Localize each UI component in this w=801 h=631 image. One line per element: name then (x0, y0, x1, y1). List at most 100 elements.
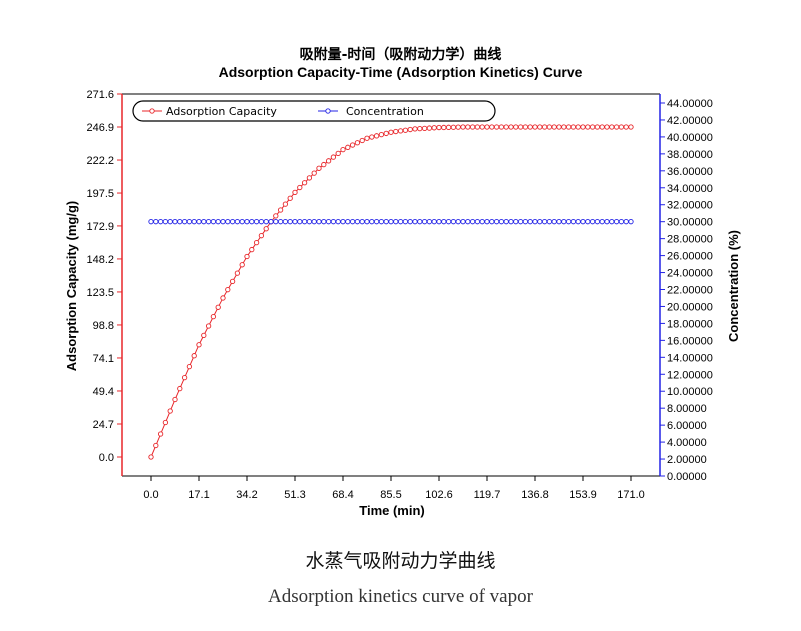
series-point-1 (527, 219, 533, 225)
series-point-1 (157, 219, 164, 225)
series-point-1 (369, 219, 375, 225)
series-point-1 (383, 219, 389, 225)
series-point-0 (551, 124, 557, 130)
series-point-1 (388, 219, 394, 225)
series-point-0 (493, 124, 500, 130)
series-point-0 (340, 146, 346, 153)
series-point-1 (196, 219, 202, 225)
series-point-1 (594, 219, 601, 225)
series-point-0 (460, 124, 466, 130)
series-point-1 (210, 219, 217, 225)
series-point-0 (249, 246, 255, 253)
series-point-0 (465, 124, 471, 130)
series-point-1 (172, 219, 178, 225)
series-point-0 (345, 144, 351, 150)
series-point-0 (421, 125, 428, 132)
series-point-0 (561, 124, 567, 130)
series-point-1 (565, 219, 572, 225)
series-point-0 (359, 137, 365, 144)
series-point-0 (321, 161, 327, 168)
series-point-0 (489, 124, 495, 130)
series-point-0 (570, 124, 577, 130)
series-point-0 (441, 124, 447, 131)
y2-tick-label: 16.00000 (667, 335, 713, 347)
series-point-1 (570, 219, 577, 225)
y-tick-label: 49.4 (93, 386, 114, 398)
series-point-1 (239, 219, 245, 225)
series-point-1 (561, 219, 567, 225)
series-point-0 (369, 134, 375, 140)
series-point-1 (513, 219, 519, 225)
series-point-0 (628, 124, 634, 130)
y-tick-label: 24.7 (93, 419, 114, 431)
y2-tick-label: 38.00000 (667, 149, 713, 161)
plot-frame (121, 93, 661, 477)
series-point-0 (498, 124, 505, 130)
series-point-1 (321, 219, 327, 225)
series-point-1 (268, 219, 274, 225)
series-point-1 (225, 219, 231, 225)
series-point-0 (426, 125, 433, 131)
series-point-1 (205, 219, 212, 225)
series-point-1 (186, 219, 193, 225)
series-point-1 (364, 219, 370, 225)
series-point-1 (335, 219, 341, 225)
series-point-1 (148, 219, 154, 225)
legend-entry: Concentration (346, 105, 424, 118)
series-point-0 (196, 342, 202, 348)
series-point-0 (397, 128, 404, 134)
series-point-1 (575, 219, 581, 225)
x-axis-label: Time (min) (359, 503, 425, 518)
x-tick-label: 68.4 (332, 489, 353, 501)
series-point-0 (157, 431, 164, 437)
y-tick-label: 148.2 (86, 254, 114, 266)
y-tick-label: 172.9 (86, 221, 114, 233)
series-point-1 (167, 219, 173, 225)
series-point-0 (167, 408, 173, 414)
series-point-1 (546, 219, 553, 225)
y2-tick-label: 14.00000 (667, 352, 713, 364)
legend-entry: Adsorption Capacity (166, 105, 277, 118)
series-point-1 (522, 219, 529, 225)
series-point-0 (354, 140, 361, 146)
series-point-0 (282, 201, 289, 207)
series-point-0 (263, 226, 269, 232)
series-point-1 (489, 219, 495, 225)
series-point-1 (613, 219, 620, 225)
series-point-0 (383, 130, 389, 137)
series-point-0 (436, 124, 442, 131)
series-point-1 (201, 219, 207, 225)
series-point-1 (493, 219, 500, 225)
series-point-1 (277, 219, 284, 225)
series-point-0 (330, 154, 337, 160)
series-point-0 (450, 124, 457, 130)
series-point-0 (244, 253, 250, 260)
series-point-0 (215, 304, 221, 310)
series-point-0 (311, 170, 317, 176)
series-point-1 (354, 219, 361, 225)
y-tick-label: 222.2 (86, 155, 114, 167)
series-point-0 (277, 207, 284, 213)
series-point-1 (445, 219, 452, 225)
series-point-1 (517, 219, 524, 225)
series-point-1 (431, 219, 437, 225)
y2-tick-label: 10.00000 (667, 386, 713, 398)
series-point-1 (421, 219, 428, 225)
series-point-1 (609, 219, 615, 225)
legend-swatch-marker (149, 108, 155, 114)
series-point-0 (541, 124, 548, 130)
series-point-0 (172, 396, 178, 403)
y2-tick-label: 18.00000 (667, 318, 713, 330)
series-point-0 (445, 124, 452, 130)
series-point-0 (407, 126, 413, 133)
series-layer (148, 124, 634, 460)
series-point-1 (580, 219, 586, 225)
series-point-1 (618, 219, 625, 225)
series-point-0 (479, 124, 485, 130)
series-point-0 (599, 124, 605, 130)
series-point-1 (345, 219, 351, 225)
chart-title-en: Adsorption Capacity-Time (Adsorption Kin… (218, 64, 583, 80)
y2-tick-label: 8.00000 (667, 403, 707, 415)
series-point-1 (599, 219, 605, 225)
series-point-1 (253, 219, 260, 225)
